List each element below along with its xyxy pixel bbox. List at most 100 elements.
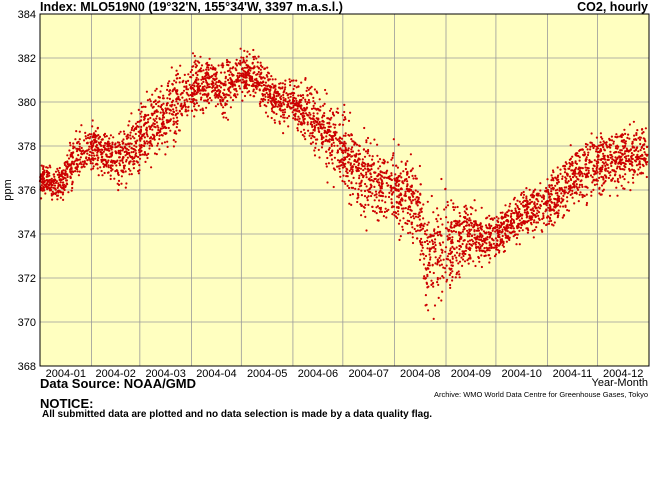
- data-point: [609, 174, 612, 177]
- data-point: [48, 164, 51, 167]
- plot-frame: [39, 13, 650, 367]
- data-point: [605, 163, 608, 166]
- data-point: [284, 99, 287, 102]
- data-point: [366, 152, 369, 155]
- data-point: [332, 138, 335, 142]
- data-point: [546, 223, 549, 226]
- data-point: [592, 164, 595, 167]
- data-point: [91, 140, 94, 143]
- data-point: [283, 83, 287, 86]
- data-point: [269, 85, 272, 88]
- data-point: [613, 180, 617, 183]
- data-point: [542, 222, 546, 225]
- y-tick-label: 368: [18, 361, 36, 373]
- data-point: [328, 129, 331, 132]
- data-point: [235, 80, 238, 83]
- data-point: [374, 171, 377, 174]
- data-point: [186, 100, 189, 103]
- data-point: [541, 230, 544, 233]
- data-point: [271, 104, 274, 107]
- data-point: [200, 64, 204, 67]
- data-point: [100, 158, 103, 161]
- data-point: [338, 167, 341, 170]
- data-point: [59, 181, 62, 184]
- data-point: [619, 168, 623, 171]
- data-point: [334, 137, 337, 140]
- data-point: [158, 138, 161, 141]
- data-point: [238, 62, 241, 65]
- data-point: [92, 152, 95, 155]
- data-point: [566, 209, 569, 212]
- data-point: [636, 129, 639, 132]
- data-point: [631, 176, 635, 180]
- data-point: [381, 199, 384, 202]
- data-point: [350, 182, 353, 185]
- data-point: [259, 104, 262, 108]
- data-point: [97, 149, 100, 152]
- data-point: [175, 109, 178, 112]
- data-point: [259, 68, 262, 71]
- data-point: [70, 153, 73, 156]
- data-point: [491, 229, 494, 232]
- data-point: [516, 227, 519, 230]
- data-point: [102, 165, 105, 168]
- data-point: [473, 229, 476, 232]
- data-point: [370, 179, 373, 182]
- data-point: [305, 102, 308, 106]
- data-point: [304, 100, 307, 103]
- data-point: [320, 134, 323, 137]
- data-point: [419, 183, 422, 186]
- data-point: [281, 109, 285, 112]
- data-point: [288, 99, 291, 102]
- data-point: [419, 253, 422, 256]
- data-point: [181, 106, 184, 109]
- data-point: [313, 122, 316, 125]
- data-point: [54, 178, 57, 182]
- data-point: [428, 270, 432, 274]
- data-point: [243, 94, 247, 98]
- data-point: [387, 176, 390, 179]
- data-point: [274, 84, 277, 87]
- data-point: [406, 187, 409, 191]
- y-tick-label: 384: [18, 9, 36, 21]
- data-point: [570, 178, 573, 182]
- data-point: [352, 176, 355, 179]
- data-point: [522, 190, 525, 194]
- data-point: [78, 142, 81, 145]
- data-point: [341, 166, 345, 169]
- data-point: [527, 206, 530, 209]
- data-point: [274, 102, 277, 105]
- data-point: [167, 82, 170, 85]
- data-point: [380, 210, 383, 213]
- data-point: [42, 165, 45, 168]
- data-point: [464, 249, 467, 252]
- data-point: [585, 201, 589, 205]
- data-point: [134, 152, 138, 155]
- data-point: [550, 208, 553, 211]
- data-point: [88, 145, 91, 148]
- data-point: [518, 210, 521, 214]
- data-point: [140, 144, 143, 147]
- data-point: [380, 178, 383, 181]
- data-point: [117, 183, 121, 186]
- data-point: [615, 150, 618, 154]
- data-point: [326, 181, 329, 184]
- data-point: [531, 216, 534, 219]
- data-point: [192, 97, 195, 101]
- data-point: [480, 265, 483, 269]
- data-point: [601, 189, 604, 193]
- data-point: [629, 160, 633, 163]
- data-point: [96, 159, 99, 162]
- data-point: [365, 229, 368, 232]
- data-point: [571, 176, 575, 179]
- data-point: [212, 77, 215, 80]
- data-point: [66, 154, 69, 157]
- data-point: [84, 131, 87, 134]
- data-point: [199, 92, 202, 95]
- data-point: [150, 124, 153, 127]
- data-point: [611, 177, 615, 180]
- data-point: [560, 197, 563, 200]
- data-point: [324, 88, 327, 92]
- data-point: [318, 120, 321, 124]
- data-point: [400, 160, 403, 163]
